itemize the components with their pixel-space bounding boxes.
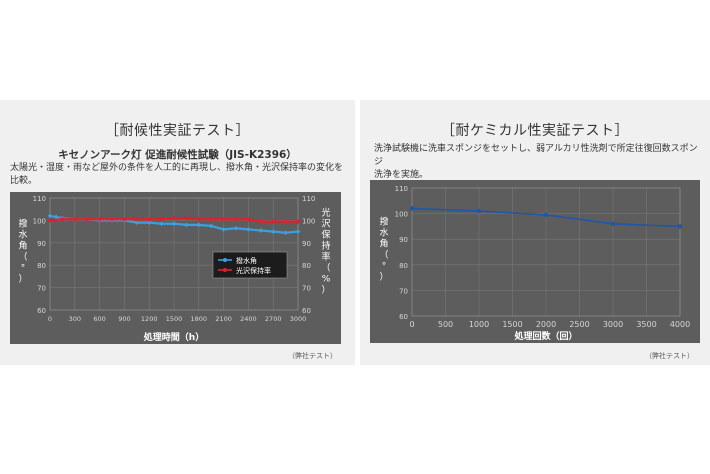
data-point (60, 216, 65, 222)
data-point (146, 220, 152, 226)
data-point (677, 224, 683, 229)
x-tick-label: 1800 (191, 315, 208, 323)
y2-axis-label: 光沢保持率（%） (321, 207, 330, 296)
y2-tick-label: 100 (302, 217, 315, 225)
y-tick-label: 100 (395, 211, 408, 219)
data-point (72, 216, 78, 222)
y-tick-label: 70 (37, 285, 46, 293)
data-point (146, 216, 152, 222)
x-tick-label: 3500 (636, 320, 656, 329)
data-point (295, 219, 301, 224)
legend-label: 撥水角 (236, 256, 257, 265)
legend-label: 光沢保持率 (236, 266, 271, 275)
x-tick-label: 500 (438, 320, 453, 329)
y-tick-label: 80 (399, 262, 408, 270)
x-tick-label: 2100 (215, 315, 232, 323)
x-tick-label: 2500 (569, 320, 589, 329)
y-axis-label: 撥水角（°） (18, 219, 27, 285)
x-tick-label: 600 (93, 315, 105, 323)
x-tick-label: 0 (48, 315, 52, 323)
y2-tick-label: 80 (302, 262, 311, 270)
x-tick-label: 3000 (603, 320, 623, 329)
data-point (122, 216, 127, 222)
chemical-desc-line2: 洗浄を実施。 (374, 170, 429, 180)
y-axis-label: 撥水角（°） (379, 217, 388, 283)
y-tick-label: 110 (395, 185, 408, 193)
data-point (134, 216, 140, 222)
data-point (543, 212, 549, 218)
y-tick-label: 80 (37, 262, 46, 270)
x-tick-label: 1200 (141, 315, 158, 323)
chemical-test-title: ［耐ケミカル性実証テスト］ (440, 123, 630, 139)
x-tick-label: 1500 (502, 320, 522, 329)
x-axis-label: 処理回数（回） (513, 330, 577, 342)
data-point (84, 216, 90, 222)
weather-test-panel: ［耐候性実証テスト］ キセノンアーク灯 促進耐候性試験（JIS-K2396） 太… (0, 100, 355, 365)
y-tick-label: 110 (33, 195, 46, 203)
data-point (221, 216, 226, 222)
weather-test-title: ［耐候性実証テスト］ (105, 123, 250, 139)
chemical-test-note: （弊社テスト） (645, 352, 694, 360)
plot-frame (411, 187, 681, 317)
x-tick-label: 900 (118, 315, 130, 323)
data-point (476, 208, 482, 214)
y2-tick-label: 110 (302, 195, 315, 203)
weather-chart: 60 70 80 90 100 110 60 70 80 90 100 110 0 300 600 900 12… (10, 192, 341, 344)
weather-test-subtitle: キセノンアーク灯 促進耐候性試験（JIS-K2396） (58, 149, 297, 161)
y2-tick-label: 90 (302, 240, 311, 248)
y-tick-label: 100 (33, 217, 46, 225)
y-tick-label: 90 (399, 236, 408, 244)
x-tick-label: 300 (69, 315, 81, 323)
weather-desc-line2: 比較。 (10, 176, 38, 186)
chart-background (370, 180, 700, 343)
x-tick-label: 2000 (536, 320, 556, 329)
legend-marker (223, 258, 227, 262)
data-point (295, 229, 301, 234)
data-point (610, 221, 616, 227)
weather-test-note: （弊社テスト） (288, 352, 337, 360)
y-tick-label: 60 (37, 307, 46, 315)
x-tick-label: 2700 (265, 315, 282, 323)
chemical-chart: 60 70 80 90 100 110 0 500 1000 1500 2000 2500 3000 35… (370, 180, 700, 343)
data-point (221, 226, 226, 232)
x-tick-label: 3000 (290, 315, 307, 323)
plot-frame (49, 197, 299, 311)
x-tick-label: 4000 (670, 320, 690, 329)
data-point (159, 216, 164, 222)
x-axis-label: 処理時間（h） (143, 331, 204, 343)
data-point (109, 216, 115, 222)
weather-test-description: 太陽光・湿度・雨など屋外の条件を人工的に再現し、撥水角・光沢保持率の変化を 比較… (10, 162, 350, 188)
data-point (47, 213, 53, 219)
data-point (208, 223, 214, 229)
y-tick-label: 60 (399, 313, 408, 321)
data-point (283, 230, 288, 236)
data-point (196, 216, 202, 222)
data-point (208, 216, 214, 222)
legend-box (212, 251, 288, 279)
data-point (246, 226, 251, 232)
x-tick-label: 0 (409, 320, 414, 329)
x-tick-label: 2400 (240, 315, 257, 323)
weather-desc-line1: 太陽光・湿度・雨など屋外の条件を人工的に再現し、撥水角・光沢保持率の変化を (10, 163, 344, 173)
y-tick-label: 90 (37, 240, 46, 248)
data-point (134, 220, 140, 226)
chemical-test-description: 洗浄試験機に洗車スポンジをセットし、弱アルカリ性洗剤で所定往復回数スポンジ 洗浄… (374, 143, 706, 182)
x-tick-label: 1000 (469, 320, 489, 329)
y-tick-label: 70 (399, 287, 408, 295)
y2-tick-label: 70 (302, 285, 311, 293)
data-point (409, 206, 415, 211)
chemical-desc-line1: 洗浄試験機に洗車スポンジをセットし、弱アルカリ性洗剤で所定往復回数スポンジ (374, 144, 698, 167)
data-point (246, 216, 251, 222)
data-point (283, 219, 288, 224)
chemical-test-panel: ［耐ケミカル性実証テスト］ 洗浄試験機に洗車スポンジをセットし、弱アルカリ性洗剤… (360, 100, 710, 365)
legend-marker (223, 268, 227, 272)
data-point (233, 216, 239, 222)
x-tick-label: 1500 (166, 315, 183, 323)
y2-tick-label: 60 (302, 307, 311, 315)
data-point (97, 216, 102, 222)
